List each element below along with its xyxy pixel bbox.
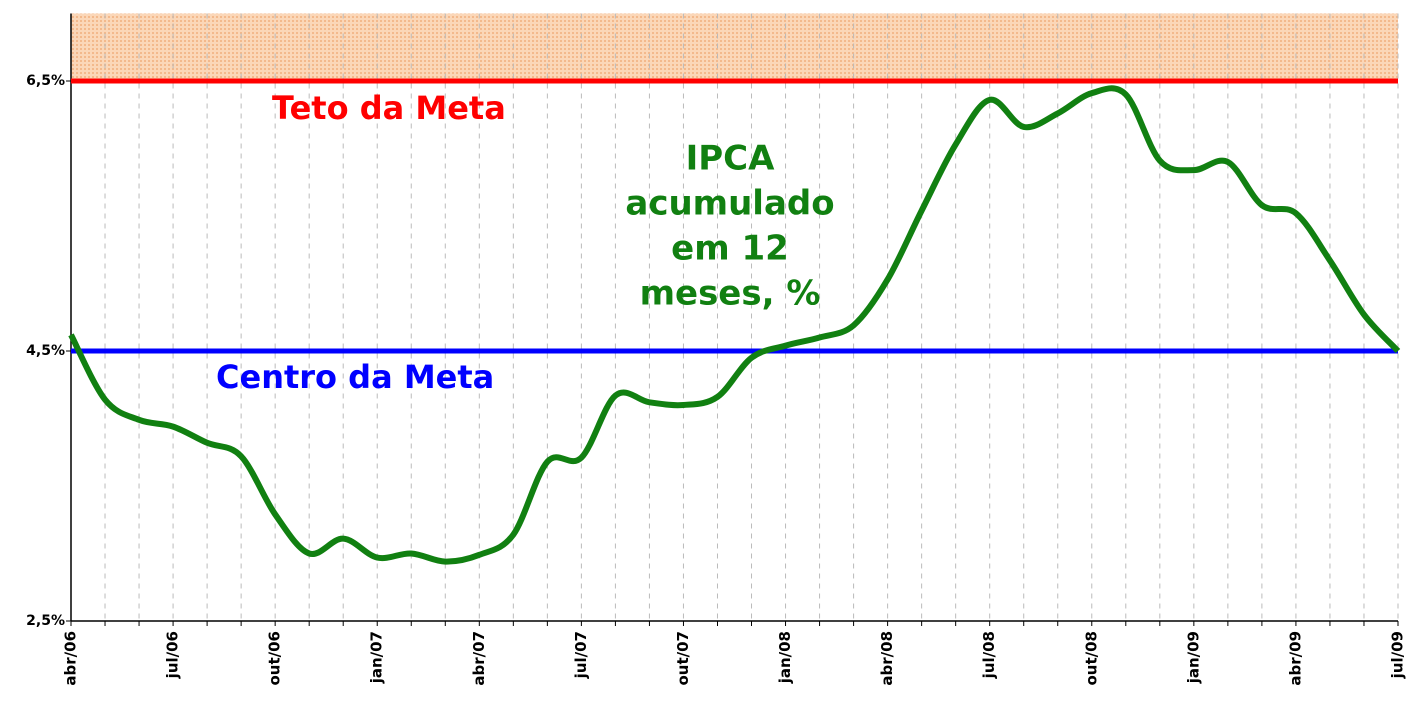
- x-tick-label: jan/07: [368, 631, 386, 684]
- x-tick-label: abr/06: [62, 631, 80, 686]
- y-tick-label: 6,5%: [26, 73, 65, 89]
- y-tick-label: 4,5%: [26, 343, 65, 359]
- x-tick-label: out/06: [266, 631, 284, 686]
- ceiling-band: [71, 13, 1398, 81]
- reference-label: Teto da Meta: [272, 89, 506, 127]
- x-tick-label: abr/09: [1286, 631, 1304, 686]
- x-tick-label: jul/09: [1389, 631, 1407, 679]
- y-tick-label: 2,5%: [26, 613, 65, 629]
- x-tick-label: jan/09: [1184, 631, 1202, 684]
- series-line: [68, 85, 1401, 565]
- x-tick-label: abr/08: [878, 631, 896, 686]
- series-label: IPCA: [686, 139, 776, 179]
- x-tick-label: out/08: [1082, 631, 1100, 686]
- x-tick-label: jul/06: [164, 631, 182, 679]
- x-tick-label: jul/08: [980, 631, 998, 679]
- reference-label: Centro da Meta: [216, 358, 494, 396]
- x-tick-label: jan/08: [776, 631, 794, 684]
- x-tick-label: out/07: [674, 631, 692, 686]
- series-label: em 12: [671, 229, 789, 269]
- x-tick-label: jul/07: [572, 631, 590, 679]
- x-tick-label: abr/07: [470, 631, 488, 686]
- series-label: meses, %: [640, 274, 821, 314]
- series-label: acumulado: [625, 184, 834, 224]
